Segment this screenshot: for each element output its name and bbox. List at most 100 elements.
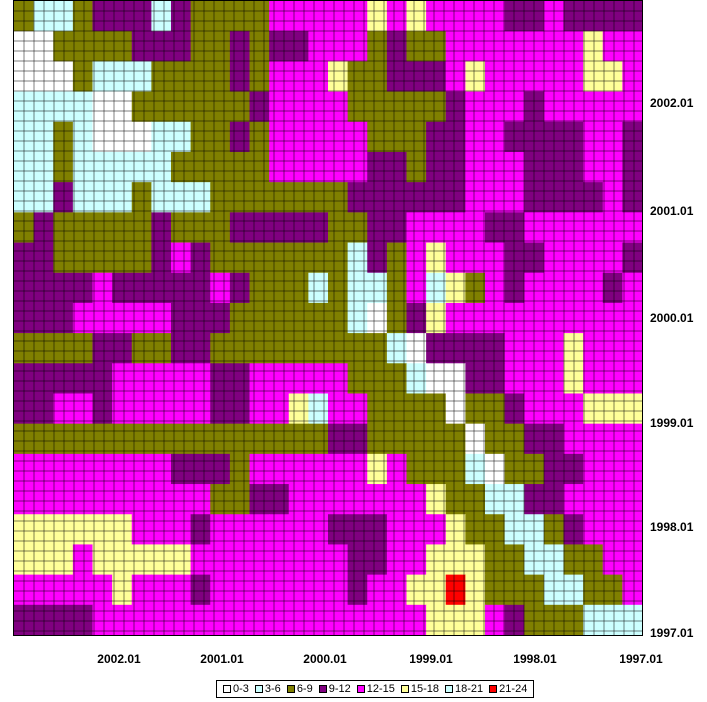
heatmap-cell	[367, 604, 388, 635]
heatmap-cell	[328, 121, 349, 153]
heatmap-cell	[602, 604, 623, 635]
heatmap-cell	[308, 272, 329, 304]
heatmap-cell	[269, 91, 290, 123]
heatmap-cell	[563, 121, 584, 153]
heatmap-cell	[131, 423, 152, 455]
heatmap-cell	[210, 1, 231, 32]
heatmap-cell	[151, 242, 172, 274]
heatmap-cell	[33, 272, 54, 304]
heatmap-cell	[622, 453, 642, 485]
heatmap-cell	[328, 61, 349, 93]
heatmap-cell	[622, 333, 642, 364]
heatmap-cell	[210, 302, 231, 334]
heatmap-cell	[583, 151, 604, 183]
heatmap-cell	[328, 574, 349, 606]
heatmap-cell	[112, 514, 133, 546]
heatmap-cell	[269, 544, 290, 576]
heatmap-cell	[583, 31, 604, 62]
heatmap-cell	[53, 121, 74, 153]
heatmap-cell	[563, 1, 584, 32]
heatmap-cell	[367, 363, 388, 395]
heatmap-cell	[622, 363, 642, 395]
heatmap-cell	[249, 151, 270, 183]
heatmap-cell	[328, 604, 349, 635]
heatmap-cell	[308, 514, 329, 546]
heatmap-cell	[33, 212, 54, 244]
heatmap-cell	[504, 363, 525, 395]
heatmap-cell	[269, 453, 290, 485]
heatmap-cell	[524, 604, 545, 635]
heatmap-cell	[406, 1, 427, 32]
heatmap-cell	[210, 393, 231, 425]
heatmap-cell	[53, 363, 74, 395]
heatmap-cell	[131, 484, 152, 515]
heatmap-cell	[131, 242, 152, 274]
heatmap-cell	[426, 302, 447, 334]
heatmap-cell	[53, 272, 74, 304]
heatmap-cell	[190, 453, 211, 485]
heatmap-cell	[426, 604, 447, 635]
heatmap-cell	[72, 182, 94, 213]
heatmap-cell	[583, 514, 604, 546]
heatmap-cell	[406, 91, 427, 123]
heatmap-cell	[269, 151, 290, 183]
heatmap-cell	[347, 393, 368, 425]
heatmap-cell	[53, 423, 74, 455]
heatmap-cell	[445, 151, 466, 183]
heatmap-cell	[72, 423, 94, 455]
heatmap-cell	[131, 1, 152, 32]
legend-label: 3-6	[264, 683, 281, 695]
heatmap-cell	[485, 121, 506, 153]
heatmap-cell	[445, 272, 466, 304]
heatmap-cell	[92, 121, 113, 153]
heatmap-cell	[288, 484, 309, 515]
heatmap-cell	[171, 91, 192, 123]
heatmap-cell	[426, 212, 447, 244]
heatmap-cell	[151, 182, 172, 213]
heatmap-cell	[33, 453, 54, 485]
heatmap-cell	[504, 212, 525, 244]
heatmap-cell	[563, 31, 584, 62]
heatmap-cell	[288, 242, 309, 274]
heatmap-cell	[308, 31, 329, 62]
heatmap-cell	[308, 453, 329, 485]
heatmap-cell	[445, 182, 466, 213]
heatmap-cell	[583, 61, 604, 93]
heatmap-cell	[72, 453, 94, 485]
heatmap-cell	[602, 121, 623, 153]
heatmap-cell	[131, 91, 152, 123]
heatmap-cell	[504, 423, 525, 455]
heatmap-cell	[386, 182, 408, 213]
heatmap-cell	[33, 91, 54, 123]
heatmap-cell	[622, 242, 642, 274]
y-tick-label: 2000.01	[650, 311, 694, 325]
heatmap-cell	[92, 423, 113, 455]
heatmap-cell	[524, 423, 545, 455]
legend-item: 18-21	[445, 683, 483, 695]
heatmap-cell	[504, 1, 525, 32]
heatmap-cell	[92, 182, 113, 213]
heatmap-cell	[190, 31, 211, 62]
heatmap-cell	[229, 453, 251, 485]
heatmap-cell	[249, 1, 270, 32]
heatmap-cell	[485, 363, 506, 395]
heatmap-cell	[602, 242, 623, 274]
heatmap-cell	[563, 182, 584, 213]
heatmap-cell	[328, 242, 349, 274]
heatmap-cell	[288, 423, 309, 455]
heatmap-cell	[445, 544, 466, 576]
legend-swatch	[356, 685, 365, 693]
heatmap-cell	[210, 61, 231, 93]
heatmap-cell	[485, 393, 506, 425]
heatmap-cell	[171, 182, 192, 213]
heatmap-cell	[229, 91, 251, 123]
heatmap-cell	[445, 212, 466, 244]
heatmap-cell	[465, 393, 486, 425]
heatmap-cell	[406, 242, 427, 274]
heatmap-cell	[190, 514, 211, 546]
heatmap-cell	[485, 453, 506, 485]
heatmap-cell	[33, 333, 54, 364]
heatmap-cell	[53, 31, 74, 62]
heatmap-cell	[602, 182, 623, 213]
heatmap-cell	[328, 333, 349, 364]
